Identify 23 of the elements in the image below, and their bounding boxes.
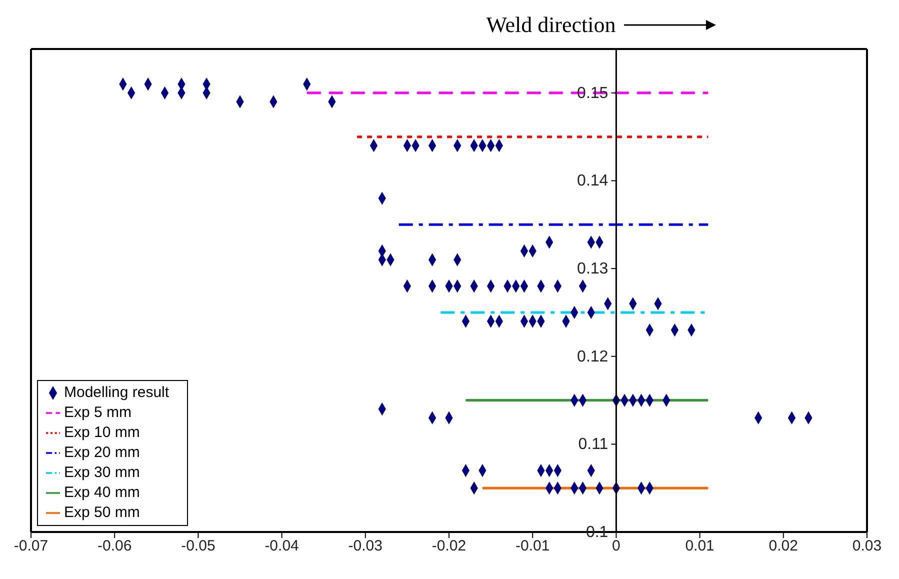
x-tick-label: -0.04 <box>264 538 299 555</box>
legend-label: Exp 50 mm <box>64 504 140 521</box>
legend-label: Exp 5 mm <box>64 404 132 421</box>
y-tick-label: 0.11 <box>578 436 608 454</box>
legend-label: Exp 40 mm <box>64 484 140 501</box>
text: Weld direction <box>486 12 616 38</box>
x-tick-label: -0.01 <box>516 538 550 555</box>
legend-label: Modelling result <box>64 384 170 401</box>
x-tick-label: 0.02 <box>768 538 798 555</box>
x-tick-label: 0.03 <box>852 538 882 555</box>
legend-label: Exp 10 mm <box>64 424 140 441</box>
x-tick-label: -0.05 <box>181 538 216 555</box>
x-tick-label: -0.07 <box>14 538 48 555</box>
legend-label: Exp 30 mm <box>64 464 140 481</box>
y-tick-label: 0.14 <box>577 172 608 190</box>
x-tick-label: -0.06 <box>98 538 132 555</box>
x-tick-label: -0.02 <box>432 538 466 555</box>
x-tick-label: -0.03 <box>348 538 382 555</box>
legend-label: Exp 20 mm <box>64 444 140 461</box>
y-tick-label: 0.12 <box>577 348 608 366</box>
x-tick-label: 0.01 <box>685 538 714 555</box>
x-tick-label: 0 <box>612 538 620 555</box>
y-tick-label: 0.13 <box>577 260 608 278</box>
